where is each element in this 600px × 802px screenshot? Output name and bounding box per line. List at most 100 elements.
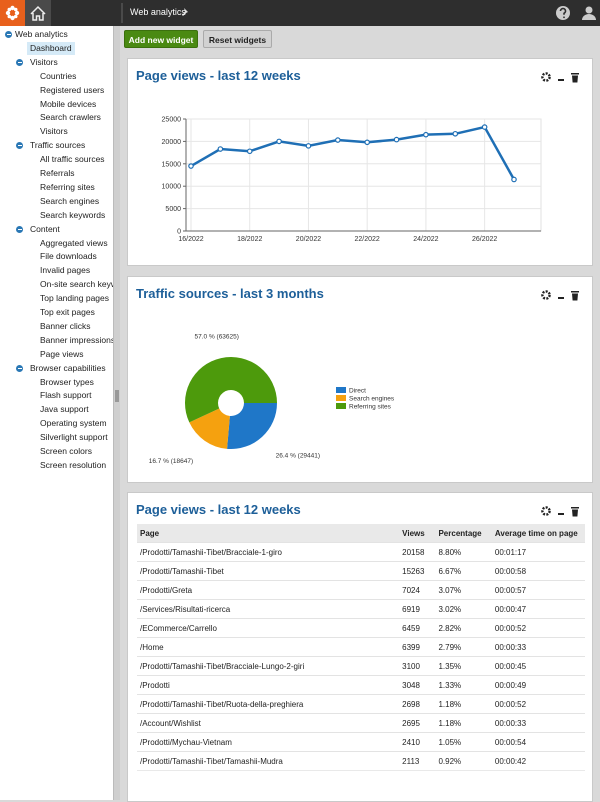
legend-label: Direct: [349, 388, 366, 395]
tree-toggle[interactable]: [16, 142, 23, 150]
line-widget: Page views - last 12 weeks 0 5000 10000 1500…: [127, 58, 593, 266]
help-dot: [563, 16, 565, 19]
user-body[interactable]: [582, 14, 596, 20]
data-point: [393, 136, 400, 143]
table-cell: 8.80%: [435, 542, 492, 562]
table-cell: /Prodotti: [137, 675, 400, 695]
tree-group[interactable]: Browser capabilities: [30, 362, 106, 373]
tree-item[interactable]: Banner impressions: [40, 334, 113, 345]
home-button[interactable]: [25, 0, 51, 26]
help-glyph: [559, 7, 567, 15]
table-widget: Page views - last 12 weeks Page Views Perce…: [127, 492, 593, 802]
table-cell: /Prodotti/Mychau-Vietnam: [137, 732, 400, 752]
tree-item[interactable]: Operating system: [40, 418, 107, 429]
tree-group[interactable]: Traffic sources: [30, 140, 86, 151]
tree-item[interactable]: Mobile devices: [40, 98, 97, 109]
table-row: /ECommerce/Carrello 6459 2.82% 00:00:52: [137, 618, 585, 638]
tree-toggle[interactable]: [16, 364, 23, 372]
tree-item[interactable]: Referrals: [40, 168, 75, 178]
tree-group[interactable]: Content: [30, 223, 60, 234]
tree-root[interactable]: Web analytics: [15, 29, 68, 39]
pie-widget: Traffic sources - last 3 months 26.4 % (2…: [127, 276, 593, 483]
user-head[interactable]: [585, 6, 593, 14]
pie-slice: [189, 408, 230, 449]
minimize-icon[interactable]: [558, 79, 564, 81]
table-row: /Home 6399 2.79% 00:00:33: [137, 637, 585, 657]
reset-widgets-button[interactable]: Reset widgets: [203, 30, 272, 48]
x-tick-label: 20/2022: [296, 236, 321, 243]
delete-icon[interactable]: [571, 73, 579, 83]
tree-item[interactable]: Registered users: [40, 84, 105, 95]
tree-item[interactable]: Browser types: [40, 376, 94, 387]
table-cell: 20158: [399, 542, 436, 562]
fade-overlay: [128, 761, 592, 801]
table-cell: 6459: [399, 618, 436, 638]
line-series: [190, 125, 516, 181]
widget-title: Page views - last 12 weeks: [136, 502, 301, 517]
table-cell: /Prodotti/Tamashii-Tibet/Bracciale-1-gir…: [137, 542, 400, 562]
pie-slice: [185, 357, 277, 423]
y-tick-label: 5000: [165, 206, 181, 213]
tree-item[interactable]: Flash support: [40, 390, 92, 401]
app-title: Web analytics: [130, 7, 186, 17]
settings-icon[interactable]: [541, 72, 551, 82]
tree-item[interactable]: Top landing pages: [40, 293, 110, 304]
pie-slice: [227, 403, 277, 449]
table-cell: 6399: [399, 637, 436, 657]
tree-item[interactable]: Screen resolution: [40, 459, 107, 470]
tree-toggle[interactable]: [5, 31, 12, 38]
table-cell: 2695: [399, 713, 436, 733]
tree-group[interactable]: Visitors: [30, 56, 58, 67]
tree-item[interactable]: Search engines: [40, 195, 100, 206]
tree-toggle[interactable]: [16, 58, 23, 66]
tree-item[interactable]: Countries: [40, 70, 77, 81]
legend-swatch: [336, 387, 346, 393]
tree-item[interactable]: Search keywords: [40, 209, 106, 220]
splitter[interactable]: [113, 26, 120, 800]
help-icon[interactable]: [556, 6, 570, 20]
table-cell: 2.82%: [435, 618, 492, 638]
table-cell: 00:00:47: [491, 599, 585, 619]
delete-icon[interactable]: [571, 291, 579, 301]
x-tick-label: 18/2022: [237, 236, 262, 243]
tree-item[interactable]: Search crawlers: [40, 112, 101, 123]
table-cell: 00:00:58: [491, 561, 585, 581]
tree-item[interactable]: Silverlight support: [40, 432, 108, 443]
table-cell: /Services/Risultati-ricerca: [137, 599, 400, 619]
data-point: [511, 176, 517, 183]
settings-icon[interactable]: [541, 290, 551, 300]
tree-item[interactable]: Banner clicks: [40, 320, 91, 331]
add-widget-button[interactable]: Add new widget: [124, 30, 198, 48]
minimize-icon[interactable]: [558, 297, 564, 299]
tree-item[interactable]: Invalid pages: [40, 265, 91, 276]
tree-item[interactable]: Java support: [40, 404, 89, 415]
tree-toggle[interactable]: [16, 225, 23, 233]
tree-item[interactable]: Page views: [40, 348, 84, 359]
tree-item[interactable]: Top exit pages: [40, 307, 95, 317]
tree-item[interactable]: Referring sites: [40, 181, 95, 192]
table-cell: 1.33%: [435, 675, 492, 695]
table-cell: 1.05%: [435, 732, 492, 752]
header-row: Page Views Percentage Average time on page: [137, 524, 585, 543]
slice-label: 57.0 % (63625): [194, 334, 238, 341]
table-row: /Account/Wishlist 2695 1.18% 00:00:33: [137, 713, 585, 733]
settings-icon[interactable]: [541, 506, 551, 516]
table-cell: 6919: [399, 599, 436, 619]
tree-item[interactable]: File downloads: [40, 251, 97, 262]
legend-swatch: [336, 403, 346, 409]
pin-icon[interactable]: [182, 8, 188, 16]
minimize-icon[interactable]: [558, 513, 564, 515]
tree-item[interactable]: On-site search keywords: [40, 279, 113, 290]
table-cell: 00:00:49: [491, 675, 585, 695]
tree-item[interactable]: All traffic sources: [40, 154, 105, 165]
delete-icon[interactable]: [571, 507, 579, 517]
tree-item[interactable]: Visitors: [40, 126, 68, 137]
table-row: /Services/Risultati-ricerca 6919 3.02% 00:0…: [137, 599, 585, 619]
pie-chart: 26.4 % (29441) 16.7 % (18647) 57.0 % (6362…: [149, 334, 395, 466]
splitter-handle[interactable]: [115, 390, 119, 402]
tree-item[interactable]: Screen colors: [40, 446, 92, 456]
tree-item[interactable]: Dashboard: [27, 41, 75, 55]
tree-item[interactable]: Aggregated views: [40, 237, 108, 248]
table-cell: 00:00:52: [491, 694, 585, 714]
